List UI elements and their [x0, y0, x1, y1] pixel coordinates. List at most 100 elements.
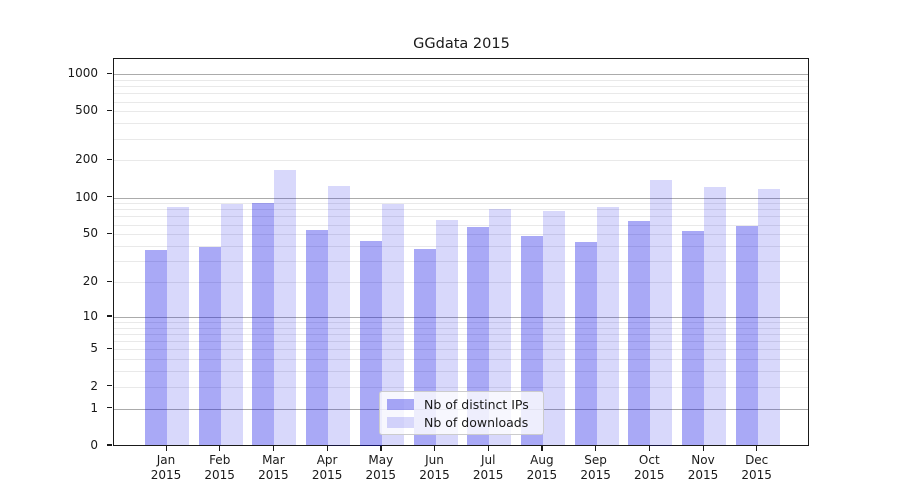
x-tick-label-apr: Apr 2015 — [297, 453, 357, 483]
bar-ips-oct — [628, 221, 651, 446]
bar-ips-mar — [252, 203, 275, 446]
x-tick-label-jun: Jun 2015 — [405, 453, 465, 483]
x-tick-label-oct: Oct 2015 — [619, 453, 679, 483]
gridline-minor-7 — [114, 333, 808, 335]
x-tick-year: 2015 — [204, 468, 235, 482]
y-tick-label-100: 100 — [75, 189, 98, 204]
x-tick-label-dec: Dec 2015 — [727, 453, 787, 483]
x-tick-label-jul: Jul 2015 — [458, 453, 518, 483]
x-tick-year: 2015 — [311, 468, 343, 482]
x-tick-mark-feb — [219, 446, 221, 451]
bar-ips-dec — [735, 226, 758, 446]
gridline-minor-50 — [114, 234, 808, 236]
x-tick-mark-may — [380, 446, 382, 451]
gridline-minor-30 — [114, 261, 808, 262]
chart-title: GGdata 2015 — [413, 36, 510, 52]
bar-downloads-oct — [650, 179, 673, 446]
x-tick-year: 2015 — [687, 468, 719, 482]
y-tick-label-1000: 1000 — [67, 66, 98, 80]
x-tick-year: 2015 — [526, 468, 558, 482]
gridline-minor-90 — [114, 203, 808, 205]
gridline-minor-600 — [114, 101, 808, 103]
legend-label: Nb of distinct IPs — [424, 396, 529, 412]
gridline-minor-6 — [114, 341, 808, 343]
x-tick-month: Jul — [480, 453, 496, 467]
legend: Nb of distinct IPs Nb of downloads — [379, 391, 544, 435]
x-tick-mark-jul — [487, 446, 489, 451]
x-tick-label-sep: Sep 2015 — [566, 453, 626, 483]
y-tick-label-2: 2 — [90, 378, 98, 393]
x-tick-mark-oct — [648, 446, 651, 451]
gridline-minor-20 — [114, 282, 808, 283]
bar-downloads-sep — [596, 207, 619, 446]
y-tick-label-5: 5 — [90, 341, 98, 356]
x-tick-label-jan: Jan 2015 — [136, 453, 196, 483]
x-tick-mark-nov — [702, 446, 704, 451]
x-tick-year: 2015 — [634, 468, 665, 482]
bar-downloads-apr — [328, 186, 351, 446]
x-tick-year: 2015 — [150, 468, 182, 482]
bar-downloads-mar — [274, 170, 297, 446]
x-tick-label-nov: Nov 2015 — [673, 453, 733, 483]
x-tick-year: 2015 — [580, 468, 611, 482]
gridline-minor-800 — [114, 86, 808, 87]
gridline-minor-70 — [114, 216, 808, 218]
plot-area — [113, 58, 809, 446]
x-tick-month: Jun — [425, 453, 444, 467]
y-tick-label-200: 200 — [75, 152, 98, 167]
bar-ips-sep — [574, 242, 597, 446]
gridline-minor-200 — [114, 160, 808, 162]
x-tick-month: Sep — [584, 453, 607, 467]
gridline-minor-5 — [114, 349, 808, 351]
y-tick-label-1: 1 — [90, 400, 98, 415]
x-tick-label-may: May 2015 — [351, 453, 411, 483]
x-tick-month: Jan — [156, 453, 176, 467]
x-tick-label-mar: Mar 2015 — [243, 453, 303, 483]
gridline-minor-8 — [114, 327, 808, 329]
gridline-major-100 — [114, 197, 808, 199]
x-tick-label-aug: Aug 2015 — [512, 453, 572, 483]
y-tick-mark-5 — [107, 347, 112, 350]
x-tick-month: Mar — [262, 453, 285, 467]
x-tick-mark-sep — [595, 446, 597, 451]
legend-swatch-icon — [387, 398, 414, 410]
x-tick-mark-jun — [434, 446, 436, 451]
gridline-major-1000 — [114, 74, 808, 75]
bar-ips-apr — [306, 230, 329, 446]
y-tick-mark-500 — [107, 109, 112, 112]
x-tick-month: Feb — [209, 453, 231, 467]
bar-downloads-nov — [704, 186, 726, 446]
y-tick-mark-10 — [107, 315, 112, 317]
gridline-minor-2 — [114, 386, 808, 388]
y-tick-mark-200 — [107, 158, 112, 161]
y-tick-label-50: 50 — [82, 226, 98, 241]
bar-downloads-aug — [542, 211, 565, 446]
gridline-minor-900 — [114, 79, 808, 81]
gridline-minor-80 — [114, 209, 808, 211]
x-tick-mark-apr — [326, 446, 328, 451]
x-tick-mark-jan — [165, 446, 167, 451]
x-tick-year: 2015 — [741, 468, 772, 482]
y-tick-mark-20 — [107, 280, 112, 282]
x-tick-year: 2015 — [365, 468, 397, 482]
legend-label: Nb of downloads — [424, 414, 529, 430]
bar-downloads-jun — [435, 220, 458, 446]
bar-downloads-dec — [757, 189, 780, 446]
x-tick-month: May — [368, 453, 394, 467]
y-tick-label-0: 0 — [90, 437, 98, 452]
x-tick-month: Oct — [638, 453, 660, 467]
y-tick-mark-2 — [107, 385, 112, 387]
gridline-minor-9 — [114, 321, 808, 323]
y-tick-mark-50 — [107, 232, 112, 234]
legend-swatch-icon — [387, 416, 414, 428]
bar-downloads-jan — [167, 207, 189, 446]
x-tick-mark-dec — [756, 446, 758, 451]
bar-ips-feb — [198, 247, 221, 446]
bar-ips-jul — [467, 227, 490, 446]
gridline-major-10 — [114, 316, 808, 318]
gridline-minor-3 — [114, 371, 808, 373]
y-tick-label-10: 10 — [82, 308, 98, 323]
x-tick-mark-aug — [541, 446, 543, 451]
x-tick-month: Nov — [691, 453, 715, 467]
